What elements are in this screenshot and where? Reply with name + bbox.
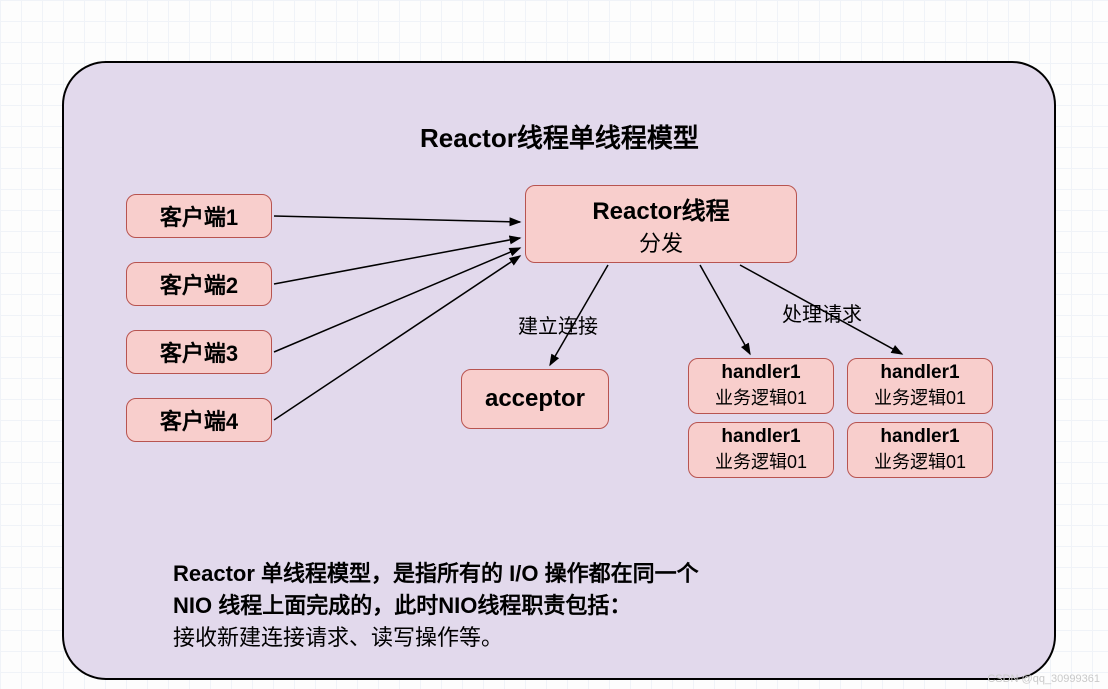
client-1-label: 客户端1	[160, 200, 238, 232]
handler-1-line1: handler1	[721, 362, 800, 384]
reactor-node: Reactor线程 分发	[525, 185, 797, 263]
watermark: CSDN @qq_30999361	[987, 673, 1100, 685]
handler-4-line1: handler1	[880, 426, 959, 448]
desc-line1: Reactor 单线程模型，是指所有的 I/O 操作都在同一个	[173, 558, 699, 590]
client-2-node: 客户端2	[126, 262, 272, 306]
handler-2-node: handler1 业务逻辑01	[847, 358, 993, 414]
reactor-line2: 分发	[639, 226, 683, 258]
handler-1-node: handler1 业务逻辑01	[688, 358, 834, 414]
handler-1-line2: 业务逻辑01	[715, 384, 807, 410]
handler-3-node: handler1 业务逻辑01	[688, 422, 834, 478]
handler-2-line1: handler1	[880, 362, 959, 384]
desc-line2: NIO 线程上面完成的，此时NIO线程职责包括：	[173, 590, 699, 622]
acceptor-node: acceptor	[461, 369, 609, 429]
client-3-node: 客户端3	[126, 330, 272, 374]
client-4-node: 客户端4	[126, 398, 272, 442]
handler-3-line1: handler1	[721, 426, 800, 448]
handler-4-node: handler1 业务逻辑01	[847, 422, 993, 478]
client-3-label: 客户端3	[160, 336, 238, 368]
client-2-label: 客户端2	[160, 268, 238, 300]
client-4-label: 客户端4	[160, 404, 238, 436]
desc-line3: 接收新建连接请求、读写操作等。	[173, 622, 699, 654]
description-text: Reactor 单线程模型，是指所有的 I/O 操作都在同一个 NIO 线程上面…	[173, 558, 699, 654]
acceptor-label: acceptor	[485, 385, 585, 413]
handler-4-line2: 业务逻辑01	[874, 448, 966, 474]
handler-2-line2: 业务逻辑01	[874, 384, 966, 410]
connect-label: 建立连接	[518, 310, 598, 339]
handler-3-line2: 业务逻辑01	[715, 448, 807, 474]
diagram-title: Reactor线程单线程模型	[420, 118, 699, 155]
handle-label: 处理请求	[782, 298, 862, 327]
client-1-node: 客户端1	[126, 194, 272, 238]
reactor-line1: Reactor线程	[592, 191, 729, 226]
